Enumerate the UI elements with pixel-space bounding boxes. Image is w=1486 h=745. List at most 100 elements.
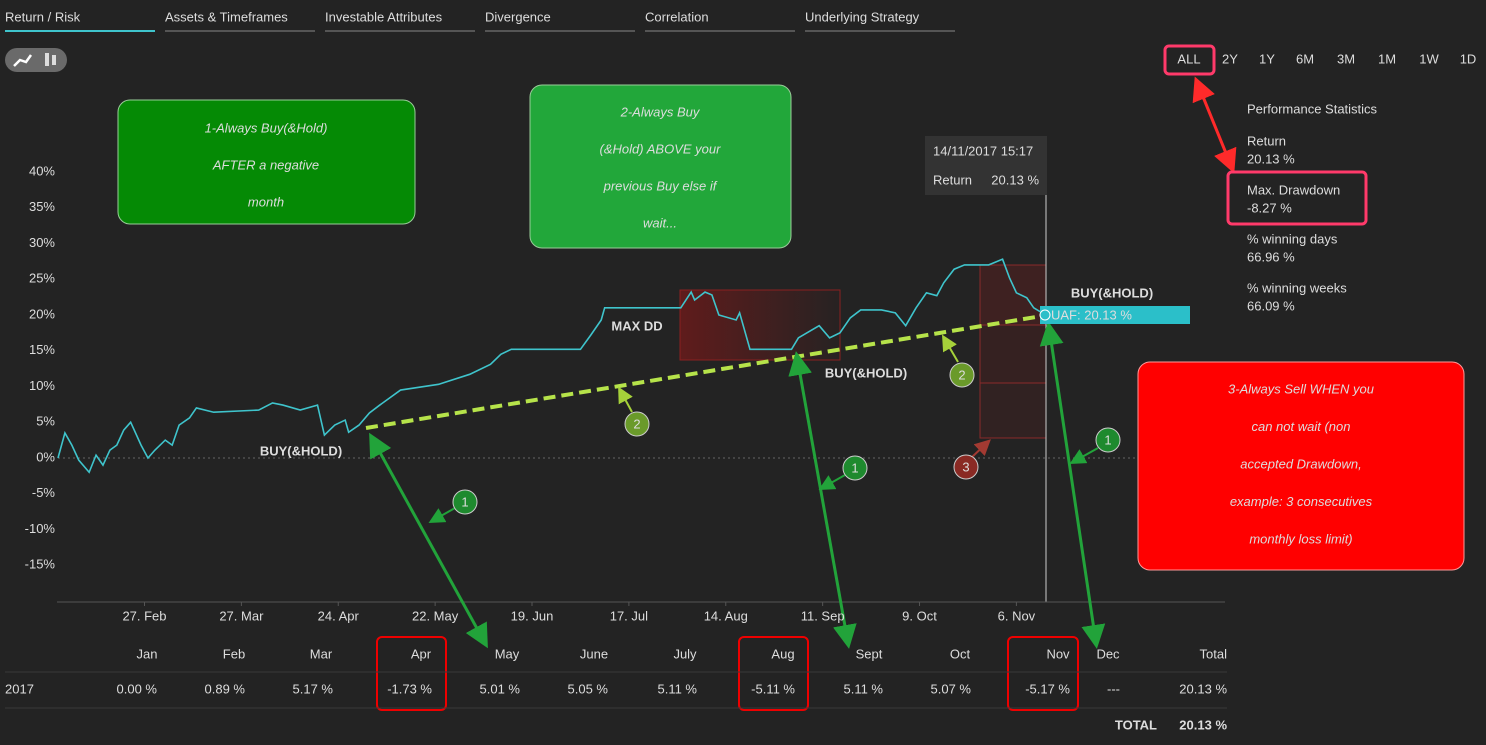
highlight-box: [738, 636, 809, 711]
end-label-box: [1040, 306, 1190, 324]
cell: 0.00 %: [117, 681, 158, 696]
column-header: July: [673, 646, 697, 661]
x-tick-label: 19. Jun: [511, 608, 554, 623]
tab[interactable]: Underlying Strategy: [805, 9, 920, 24]
range-button[interactable]: ALL: [1177, 51, 1200, 66]
range-button[interactable]: 3M: [1337, 51, 1355, 66]
trend-line: [365, 314, 1043, 430]
x-tick-label: 9. Oct: [902, 608, 937, 623]
tab[interactable]: Divergence: [485, 9, 551, 24]
stat-value: 20.13 %: [1247, 151, 1295, 166]
total-value: 20.13 %: [1179, 717, 1227, 732]
column-header: Jan: [137, 646, 158, 661]
marker-circle: [624, 411, 650, 437]
stat-value: -8.27 %: [1247, 200, 1292, 215]
cell: 5.01 %: [480, 681, 521, 696]
cell: 5.05 %: [568, 681, 609, 696]
tooltip-value: 20.13 %: [991, 172, 1039, 187]
tab[interactable]: Correlation: [645, 9, 709, 24]
y-tick-label: 35%: [29, 199, 55, 214]
marker-number: 2: [633, 416, 640, 431]
range-button[interactable]: 1Y: [1259, 51, 1275, 66]
callout-text: monthly loss limit): [1249, 531, 1352, 546]
cell: -5.11 %: [751, 681, 795, 696]
range-button[interactable]: 1D: [1460, 51, 1477, 66]
column-header: Apr: [411, 646, 432, 661]
column-header: Dec: [1096, 646, 1120, 661]
y-tick-label: 5%: [36, 414, 55, 429]
callout-text: 1-Always Buy(&Hold): [205, 120, 328, 135]
highlight-box: [1163, 44, 1216, 76]
y-tick-label: 15%: [29, 342, 55, 357]
stat-label: % winning days: [1247, 231, 1338, 246]
column-header: Feb: [223, 646, 245, 661]
range-button[interactable]: 1M: [1378, 51, 1396, 66]
marker-circle: [842, 455, 868, 481]
column-header: June: [580, 646, 608, 661]
end-label: UAF: 20.13 %: [1051, 307, 1132, 322]
arrow: [788, 351, 857, 649]
column-header: May: [495, 646, 520, 661]
y-tick-label: 20%: [29, 306, 55, 321]
arrow: [1069, 447, 1099, 464]
callout-text: 2-Always Buy: [620, 104, 701, 119]
marker-number: 2: [958, 367, 965, 382]
callout-text: example: 3 consecutives: [1230, 494, 1373, 509]
callout-box: [1137, 361, 1465, 571]
y-tick-label: 40%: [29, 163, 55, 178]
column-header: Sept: [856, 646, 883, 661]
tab[interactable]: Assets & Timeframes: [165, 9, 288, 24]
cell: ---: [1107, 681, 1120, 696]
arrow: [818, 474, 846, 490]
marker-number: 1: [1104, 432, 1111, 447]
range-button[interactable]: 1W: [1419, 51, 1439, 66]
range-button[interactable]: 6M: [1296, 51, 1314, 66]
arrow: [369, 432, 488, 649]
total-label: TOTAL: [1115, 717, 1157, 732]
arrow: [1192, 76, 1237, 174]
chart-type-toggle[interactable]: [5, 48, 67, 72]
column-header: Total: [1200, 646, 1228, 661]
callout-text: month: [248, 194, 284, 209]
x-tick-label: 27. Mar: [219, 608, 264, 623]
callout-box: [529, 84, 792, 249]
y-tick-label: 25%: [29, 271, 55, 286]
max-dd-label: MAX DD: [611, 318, 662, 333]
arrow: [941, 334, 959, 363]
range-button[interactable]: 2Y: [1222, 51, 1238, 66]
arrow: [1039, 321, 1106, 649]
marker-number: 3: [962, 459, 969, 474]
callout-text: AFTER a negative: [212, 157, 319, 172]
cell: -1.73 %: [387, 681, 432, 696]
x-tick-label: 27. Feb: [122, 608, 166, 623]
buy-label: BUY(&HOLD): [825, 365, 907, 380]
tab[interactable]: Investable Attributes: [325, 9, 443, 24]
x-tick-label: 24. Apr: [318, 608, 360, 623]
y-tick-label: -5%: [32, 485, 56, 500]
buy-label: BUY(&HOLD): [1071, 285, 1153, 300]
loss-zone: [979, 324, 1047, 384]
cell: 5.07 %: [931, 681, 972, 696]
loss-zone: [979, 382, 1047, 439]
cell: -5.17 %: [1025, 681, 1070, 696]
line-icon: [13, 54, 33, 67]
x-tick-label: 6. Nov: [998, 608, 1036, 623]
tooltip-label: Return: [933, 172, 972, 187]
arrow: [971, 439, 991, 458]
cell: 5.11 %: [843, 681, 883, 696]
candle-icon: [52, 55, 56, 65]
cell: 20.13 %: [1179, 681, 1227, 696]
x-tick-label: 11. Sep: [801, 608, 845, 623]
column-header: Nov: [1046, 646, 1070, 661]
marker-circle: [953, 454, 979, 480]
callout-text: can not wait (non: [1251, 419, 1350, 434]
stat-label: Max. Drawdown: [1247, 182, 1340, 197]
candle-icon: [45, 53, 49, 66]
y-tick-label: -15%: [25, 557, 56, 572]
column-header: Mar: [310, 646, 333, 661]
marker-circle: [949, 362, 975, 388]
callout-text: wait...: [643, 215, 677, 230]
y-tick-label: 0%: [36, 449, 55, 464]
tab[interactable]: Return / Risk: [5, 9, 81, 24]
